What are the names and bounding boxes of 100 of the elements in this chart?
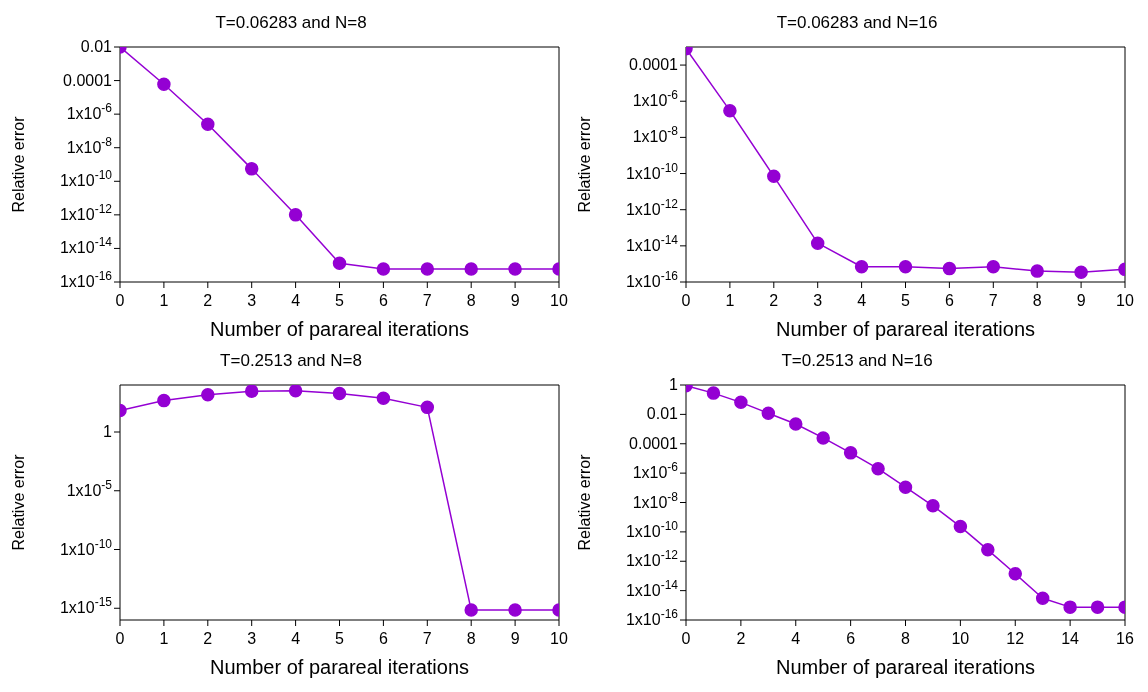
point: [986, 259, 1001, 274]
x-axis-title: Number of parareal iterations: [775, 318, 1036, 340]
x-tick-label: 5: [335, 630, 345, 647]
y-tick-label: 1x10$^{-16}$: [625, 269, 679, 290]
y-tick-label: 1x10$^{-6}$: [632, 460, 679, 482]
point: [464, 262, 478, 276]
y-tick-label: 1: [669, 376, 679, 393]
chart-title: T=0.06283 and N=16: [775, 12, 939, 34]
y-tick-label: 1x10$^{-16}$: [59, 269, 113, 290]
point: [1090, 600, 1105, 614]
point: [706, 386, 721, 400]
point: [508, 262, 522, 276]
y-tick-label: 1x10$^{-5}$: [66, 477, 113, 499]
x-tick-label: 2: [736, 630, 746, 647]
point: [953, 519, 968, 534]
y-tick-label: 0.0001: [63, 71, 113, 89]
point: [464, 603, 478, 617]
point: [898, 480, 913, 494]
x-tick-label: 1: [725, 292, 735, 309]
y-tick-label: 1: [103, 423, 113, 440]
y-tick-label: 1x10$^{-12}$: [625, 548, 679, 570]
y-tick-label: 1x10$^{-10}$: [625, 518, 679, 540]
x-tick-label: 10: [951, 630, 970, 647]
y-tick-label: 1x10$^{-14}$: [625, 232, 679, 254]
y-axis-title: Relative error: [9, 115, 27, 213]
point: [157, 77, 171, 92]
x-tick-label: 4: [291, 292, 301, 309]
point: [810, 236, 825, 250]
point: [761, 406, 776, 420]
x-axis-title: Number of parareal iterations: [775, 656, 1036, 678]
y-tick-label: 1x10$^{-10}$: [59, 536, 113, 558]
x-tick-label: 6: [846, 630, 856, 647]
point: [1030, 264, 1044, 278]
x-tick-label: 10: [1116, 292, 1134, 309]
point: [789, 417, 803, 431]
x-tick-label: 12: [1006, 630, 1025, 647]
x-tick-label: 7: [422, 292, 432, 309]
y-tick-label: 1x10$^{-10}$: [59, 168, 113, 190]
y-tick-label: 1x10$^{-6}$: [632, 88, 679, 110]
point: [816, 431, 830, 445]
x-tick-label: 9: [510, 292, 520, 309]
x-tick-label: 2: [203, 630, 213, 647]
y-axis-title: Relative error: [575, 453, 593, 551]
x-tick-label: 3: [247, 292, 257, 309]
y-tick-label: 1x10$^{-8}$: [66, 134, 113, 156]
x-tick-label: 3: [813, 292, 823, 309]
x-tick-label: 4: [291, 630, 301, 647]
y-tick-label: 1x10$^{-10}$: [625, 160, 679, 182]
y-tick-label: 1x10$^{-14}$: [59, 235, 113, 257]
y-tick-label: 1x10$^{-12}$: [59, 201, 113, 223]
y-tick-label: 0.0001: [629, 56, 679, 74]
point: [376, 391, 391, 406]
point: [157, 393, 171, 408]
point: [420, 262, 435, 276]
point: [332, 256, 347, 271]
y-tick-label: 1x10$^{-16}$: [625, 607, 679, 628]
y-axis-title: Relative error: [9, 453, 27, 551]
x-tick-label: 8: [466, 292, 476, 309]
point: [288, 208, 303, 222]
point: [767, 169, 781, 184]
point: [1074, 265, 1088, 279]
point: [734, 395, 748, 410]
x-tick-label: 0: [681, 292, 691, 309]
point: [244, 385, 259, 398]
y-tick-label: 0.01: [646, 405, 679, 423]
x-tick-label: 16: [1116, 630, 1134, 647]
x-tick-label: 10: [550, 292, 568, 309]
point: [926, 499, 940, 513]
x-tick-label: 1: [159, 292, 169, 309]
x-tick-label: 2: [203, 292, 213, 309]
point: [420, 400, 435, 415]
x-tick-label: 7: [988, 292, 998, 309]
x-tick-label: 2: [769, 292, 779, 309]
x-axis-title: Number of parareal iterations: [209, 656, 470, 678]
x-tick-label: 4: [857, 292, 867, 309]
point: [244, 162, 259, 176]
x-tick-label: 3: [247, 630, 257, 647]
y-tick-label: 1x10$^{-14}$: [625, 577, 679, 599]
point: [1035, 591, 1050, 606]
x-tick-label: 10: [550, 630, 568, 647]
x-tick-label: 0: [681, 630, 691, 647]
x-tick-label: 9: [1076, 292, 1086, 309]
x-tick-label: 5: [901, 292, 911, 309]
point: [871, 461, 885, 476]
point: [981, 543, 995, 557]
x-tick-label: 0: [115, 630, 125, 647]
point: [201, 117, 215, 131]
point: [843, 446, 858, 460]
x-tick-label: 8: [901, 630, 911, 647]
y-tick-label: 1x10$^{-15}$: [59, 595, 113, 617]
x-tick-label: 0: [115, 292, 125, 309]
chart-title: T=0.2513 and N=8: [219, 350, 363, 372]
y-tick-label: 0.01: [80, 38, 113, 55]
point: [332, 386, 347, 401]
x-tick-label: 9: [510, 630, 520, 647]
x-tick-label: 14: [1061, 630, 1080, 647]
point: [942, 261, 957, 276]
point: [1063, 600, 1077, 614]
x-axis-title: Number of parareal iterations: [209, 318, 470, 340]
y-tick-label: 0.0001: [629, 434, 679, 452]
